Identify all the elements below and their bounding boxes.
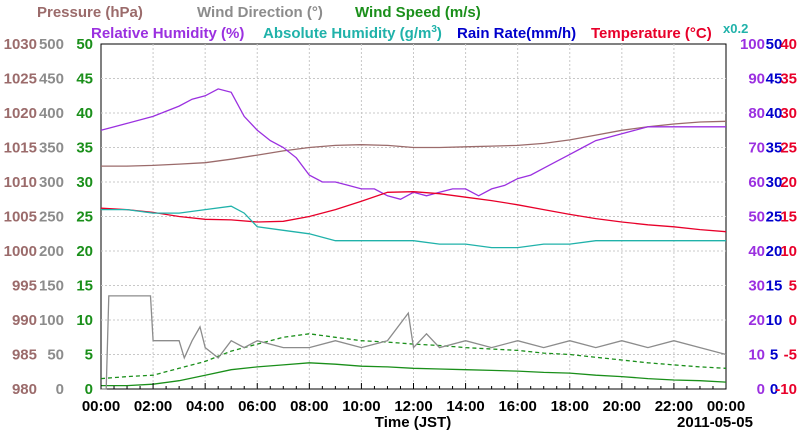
rh-tick-label: 0 [757,381,765,398]
wind_dir-tick-label: 500 [39,36,64,53]
date-label: 2011-05-05 [677,414,753,431]
rain-tick-label: 25 [766,209,783,226]
pressure-tick-label: 1010 [4,174,37,191]
x-tick-label: 18:00 [551,398,589,415]
rain-tick-label: 30 [766,174,783,191]
x-tick-label: 22:00 [655,398,693,415]
rain-tick-label: 35 [766,140,783,157]
wind_dir-tick-label: 450 [39,71,64,88]
wind_dir-tick-label: 400 [39,105,64,122]
wind_speed-tick-label: 40 [76,105,93,122]
x-tick-label: 06:00 [238,398,276,415]
x-tick-label: 00:00 [82,398,120,415]
x-tick-label: 10:00 [342,398,380,415]
legend: Pressure (hPa) Wind Direction (°) Wind Spe… [37,4,748,42]
x-tick-label: 02:00 [134,398,172,415]
legend-pressure: Pressure (hPa) [37,4,143,21]
legend-factor: x0.2 [723,21,748,36]
rain-tick-label: 0 [770,381,778,398]
temp-tick-label: 10 [780,243,797,260]
wind_dir-tick-label: 250 [39,209,64,226]
rain-tick-label: 45 [766,71,783,88]
temp-tick-label: 40 [780,36,797,53]
rain-tick-label: 50 [766,36,783,53]
wind_speed-tick-label: 15 [76,278,93,295]
pressure-tick-label: 1020 [4,105,37,122]
rh-tick-label: 10 [748,347,765,364]
pressure-tick-label: 1025 [4,71,37,88]
series-wind_speed [101,362,727,387]
rh-tick-label: 20 [748,312,765,329]
rh-tick-label: 60 [748,174,765,191]
rh-tick-label: 90 [748,71,765,88]
x-axis-label: Time (JST) [375,414,451,431]
wind_dir-tick-label: 150 [39,278,64,295]
x-tick-label: 12:00 [394,398,432,415]
x-tick-label: 16:00 [498,398,536,415]
series-wind_dir [101,295,727,390]
series-lines [100,88,727,390]
temp-tick-label: -10 [775,381,797,398]
wind_dir-tick-label: 300 [39,174,64,191]
legend-wind_dir: Wind Direction (°) [197,4,323,21]
legend-temp: Temperature (°C) [591,25,712,42]
wind_speed-tick-label: 0 [85,381,93,398]
legend-rain: Rain Rate(mm/h) [457,25,576,42]
temp-tick-label: 0 [789,312,797,329]
wind_speed-tick-label: 35 [76,140,93,157]
wind_speed-tick-label: 25 [76,209,93,226]
pressure-tick-label: 1030 [4,36,37,53]
rain-tick-label: 40 [766,105,783,122]
wind_dir-tick-label: 0 [56,381,64,398]
legend-rh: Relative Humidity (%) [91,25,244,42]
series-pressure [101,120,727,167]
x-tick-label: 14:00 [446,398,484,415]
x-tick-label: 04:00 [186,398,224,415]
wind_dir-tick-label: 200 [39,243,64,260]
rh-tick-label: 100 [740,36,765,53]
rain-tick-label: 15 [766,278,783,295]
rh-tick-label: 50 [748,209,765,226]
temp-tick-label: 15 [780,209,797,226]
temp-tick-label: 30 [780,105,797,122]
pressure-tick-label: 985 [12,347,37,364]
rain-tick-label: 20 [766,243,783,260]
temp-tick-label: -5 [784,347,797,364]
rh-tick-label: 30 [748,278,765,295]
series-temp [100,191,727,233]
pressure-tick-label: 1000 [4,243,37,260]
pressure-tick-label: 990 [12,312,37,329]
wind_speed-tick-label: 10 [76,312,93,329]
series-ah [101,205,726,249]
x-tick-label: 08:00 [290,398,328,415]
temp-tick-label: 35 [780,71,797,88]
rh-tick-label: 40 [748,243,765,260]
pressure-tick-label: 980 [12,381,37,398]
temp-tick-label: 20 [780,174,797,191]
pressure-tick-label: 995 [12,278,37,295]
x-tick-label: 20:00 [603,398,641,415]
wind_speed-tick-label: 45 [76,71,93,88]
wind_dir-tick-label: 50 [47,347,64,364]
pressure-tick-label: 1005 [4,209,37,226]
rain-tick-label: 10 [766,312,783,329]
temp-tick-label: 25 [780,140,797,157]
rh-tick-label: 70 [748,140,765,157]
legend-ah: Absolute Humidity (g/m3) [263,24,442,42]
grid [101,44,726,389]
temp-tick-label: 5 [789,278,797,295]
wind_speed-tick-label: 50 [76,36,93,53]
rh-tick-label: 80 [748,105,765,122]
wind_speed-tick-label: 20 [76,243,93,260]
wind_speed-tick-label: 5 [85,347,93,364]
rain-tick-label: 5 [770,347,778,364]
x-tick-label: 00:00 [707,398,745,415]
pressure-tick-label: 1015 [4,140,37,157]
axes: 00:00 02:00 04:00 06:00 08:00 10:00 12:00 14:00… [4,36,797,415]
wind_speed-tick-label: 30 [76,174,93,191]
wind_dir-tick-label: 350 [39,140,64,157]
wind_dir-tick-label: 100 [39,312,64,329]
legend-wind_speed: Wind Speed (m/s) [355,4,481,21]
